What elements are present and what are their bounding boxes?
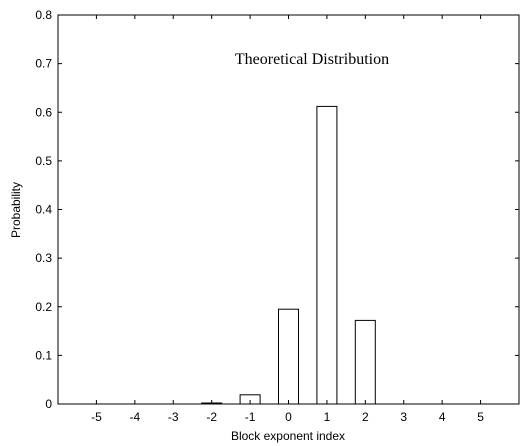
x-tick-label: -5 (91, 410, 102, 424)
y-axis-label: Probability (9, 182, 23, 238)
y-tick-label: 0.2 (35, 300, 52, 314)
x-tick-label: -3 (168, 410, 179, 424)
y-axis-ticks: 0 0.1 0.2 0.3 0.4 0.5 0.6 0.7 0.8 (35, 8, 519, 411)
x-tick-label: 3 (400, 410, 407, 424)
x-tick-label: 2 (362, 410, 369, 424)
y-tick-label: 0.6 (35, 105, 52, 119)
y-tick-label: 0.8 (35, 8, 52, 22)
x-tick-label: -4 (129, 410, 140, 424)
x-tick-label: 4 (439, 410, 446, 424)
x-axis-ticks: -5 -4 -3 -2 -1 0 1 2 3 4 5 (91, 15, 484, 424)
x-tick-label: -2 (206, 410, 217, 424)
x-tick-label: -1 (245, 410, 256, 424)
y-tick-label: 0.3 (35, 251, 52, 265)
y-tick-label: 0.5 (35, 154, 52, 168)
x-tick-label: 5 (477, 410, 484, 424)
x-tick-label: 0 (285, 410, 292, 424)
x-axis-label: Block exponent index (231, 429, 345, 443)
y-tick-label: 0.4 (35, 203, 52, 217)
y-tick-label: 0 (45, 397, 52, 411)
chart-title: Theoretical Distribution (235, 51, 389, 68)
y-tick-label: 0.7 (35, 57, 52, 71)
bar-2 (354, 319, 376, 405)
y-tick-label: 0.1 (35, 348, 52, 362)
x-tick-label: 1 (324, 410, 331, 424)
bar-0 (278, 308, 299, 405)
bar-1 (316, 105, 338, 405)
